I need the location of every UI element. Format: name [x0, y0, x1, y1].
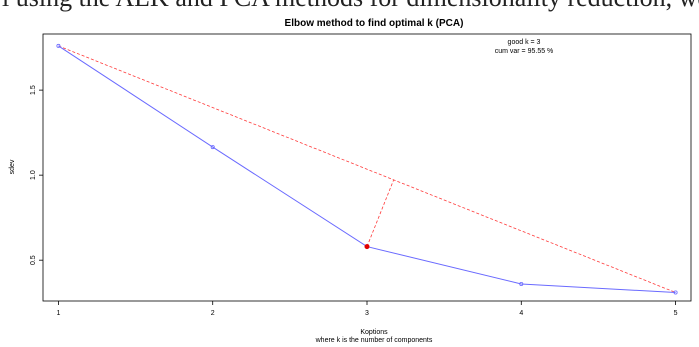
chart-title: Elbow method to find optimal k (PCA) — [285, 18, 464, 29]
x-tick-label-1: 1 — [56, 310, 60, 317]
y-tick-label-1.0: 1.0 — [30, 170, 37, 180]
y-tick-label-0.5: 0.5 — [30, 255, 37, 265]
x-tick-label-5: 5 — [674, 310, 678, 317]
annotation-cum-var: cum var = 95.55 % — [495, 48, 554, 55]
annotation-good-k: good k = 3 — [508, 39, 541, 46]
elbow-perpendicular — [366, 179, 395, 247]
x-tick-label-4: 4 — [519, 310, 523, 317]
chord-line — [58, 45, 676, 293]
top-text-strip: l using the ALK and PCA methods for dime… — [0, 0, 699, 14]
data-point-4 — [519, 281, 524, 286]
y-tick-label-1.5: 1.5 — [30, 85, 37, 95]
plot-frame — [42, 33, 692, 302]
x-axis-label: Koptions — [360, 329, 388, 336]
data-point-1 — [56, 43, 61, 48]
data-point-5 — [673, 290, 678, 295]
elbow-point — [364, 244, 370, 250]
x-tick-label-2: 2 — [211, 310, 215, 317]
data-point-2 — [210, 145, 215, 150]
y-axis-label: sdev — [9, 159, 16, 174]
top-text: l using the ALK and PCA methods for dime… — [2, 0, 699, 13]
x-axis-sublabel: where k is the number of components — [315, 337, 433, 344]
x-tick-label-3: 3 — [365, 310, 369, 317]
